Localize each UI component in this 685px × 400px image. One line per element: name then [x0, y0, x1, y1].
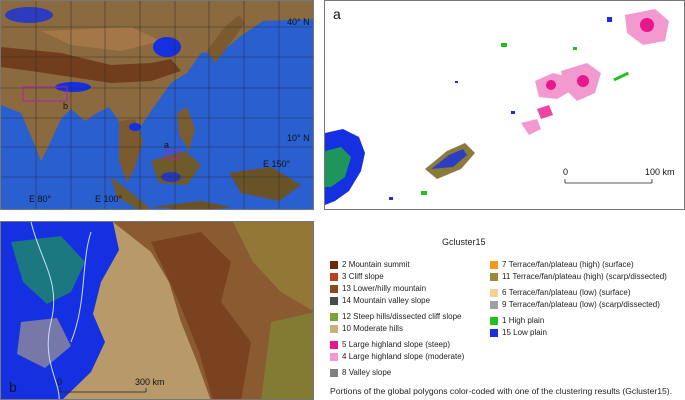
lat-label-40: 40° N: [287, 17, 310, 27]
scale-start-b: 0: [57, 377, 62, 387]
legend-item: 4 Large highland slope (moderate): [330, 352, 464, 361]
legend-item: 7 Terrace/fan/plateau (high) (surface): [490, 260, 634, 269]
philippines: [177, 107, 195, 151]
scale-bar-b: [59, 388, 147, 393]
legend-swatch: [330, 296, 338, 305]
legend-swatch: [330, 368, 338, 377]
lon-label-80: E 80°: [29, 194, 52, 204]
himalaya-band: [1, 47, 181, 83]
legend-swatch: [330, 260, 338, 269]
scale-end-b: 300 km: [135, 377, 165, 387]
lat-label-10: 10° N: [287, 133, 310, 143]
legend-swatch: [490, 288, 498, 297]
legend-item: 6 Terrace/fan/plateau (low) (surface): [490, 288, 631, 297]
legend-swatch: [490, 272, 498, 281]
lon-label-100: E 100°: [95, 194, 123, 204]
box-label-a: a: [164, 140, 169, 150]
legend-swatch: [330, 272, 338, 281]
new-guinea: [229, 167, 301, 201]
asia-mainland: [1, 1, 313, 161]
legend-swatch: [490, 328, 498, 337]
legend-item: 10 Moderate hills: [330, 324, 403, 333]
legend-item: 8 Valley slope: [330, 368, 391, 377]
legend-swatch: [330, 284, 338, 293]
panel-letter-b: b: [9, 379, 17, 395]
legend-swatch: [330, 352, 338, 361]
sumatra: [111, 177, 151, 209]
legend-swatch: [330, 324, 338, 333]
figure-caption: Portions of the global polygons color-co…: [330, 386, 673, 396]
lowland-north-china: [153, 37, 181, 57]
lowland-mekong: [129, 123, 141, 131]
legend-item: 15 Low plain: [490, 328, 547, 337]
legend-item: 12 Steep hills/dissected cliff slope: [330, 312, 462, 321]
legend-item: 9 Terrace/fan/plateau (low) (scarp/disse…: [490, 300, 660, 309]
legend: Gcluster15 2 Mountain summit 3 Cliff slo…: [324, 232, 685, 400]
detail-map-a: a 0 100 km: [324, 0, 685, 210]
overview-map: b a 40° N 10° N E 80° E 100° E 150°: [0, 0, 314, 210]
legend-item: 2 Mountain summit: [330, 260, 410, 269]
detail-map-b: b 0 300 km: [0, 221, 314, 400]
legend-swatch: [490, 300, 498, 309]
lowland-siberia: [5, 7, 53, 23]
indochina: [119, 119, 143, 183]
legend-title: Gcluster15: [442, 237, 486, 247]
box-label-b: b: [63, 101, 68, 111]
island-pink-5: [537, 105, 553, 119]
legend-item: 13 Lower/hilly mountain: [330, 284, 426, 293]
scale-bar-a: [564, 179, 653, 184]
panel-letter-a: a: [333, 6, 341, 22]
locator-box-b: [22, 86, 68, 102]
legend-swatch: [330, 312, 338, 321]
legend-item: 11 Terrace/fan/plateau (high) (scarp/dis…: [490, 272, 667, 281]
legend-item: 3 Cliff slope: [330, 272, 384, 281]
lowland-ganges: [55, 82, 91, 92]
legend-swatch: [330, 340, 338, 349]
legend-swatch: [490, 316, 498, 325]
legend-item: 5 Large highland slope (steep): [330, 340, 450, 349]
island-pink-4: [521, 119, 541, 135]
locator-box-a: [165, 149, 179, 160]
legend-item: 1 High plain: [490, 316, 544, 325]
scale-end-a: 100 km: [645, 167, 675, 177]
scale-start-a: 0: [563, 167, 568, 177]
legend-item: 14 Mountain valley slope: [330, 296, 430, 305]
lon-label-150: E 150°: [263, 159, 291, 169]
java: [151, 201, 231, 209]
legend-swatch: [490, 260, 498, 269]
